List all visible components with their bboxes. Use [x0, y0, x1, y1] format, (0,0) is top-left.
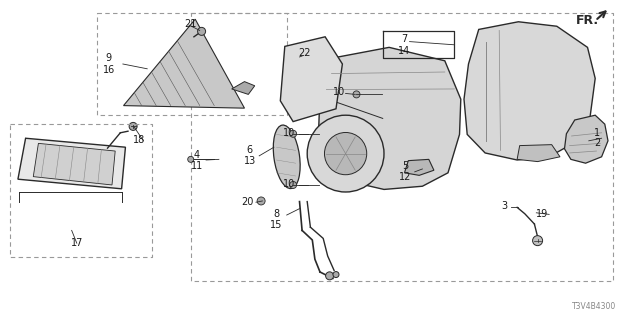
Circle shape [292, 52, 308, 68]
Polygon shape [280, 37, 342, 122]
Text: 7: 7 [401, 34, 408, 44]
Polygon shape [18, 138, 125, 189]
Circle shape [129, 123, 137, 131]
Text: 10: 10 [283, 128, 296, 138]
Circle shape [295, 56, 304, 65]
Text: 2: 2 [594, 138, 600, 148]
Text: 9: 9 [106, 53, 112, 63]
Circle shape [257, 197, 265, 205]
Polygon shape [319, 47, 461, 189]
Text: 4: 4 [194, 150, 200, 160]
Circle shape [198, 28, 205, 36]
Polygon shape [124, 19, 244, 108]
Circle shape [353, 91, 360, 98]
Polygon shape [564, 115, 608, 163]
Circle shape [188, 156, 194, 162]
Text: 6: 6 [246, 145, 253, 156]
Text: 15: 15 [270, 220, 283, 230]
Polygon shape [404, 159, 434, 175]
Ellipse shape [273, 125, 300, 188]
Polygon shape [232, 82, 255, 94]
Text: 10: 10 [333, 87, 346, 97]
Text: 14: 14 [398, 45, 411, 56]
Text: 11: 11 [191, 161, 204, 171]
Circle shape [290, 130, 296, 137]
Circle shape [324, 132, 367, 175]
Text: 18: 18 [133, 135, 146, 145]
Text: 10: 10 [283, 179, 296, 189]
Text: FR.: FR. [576, 14, 599, 28]
Text: 3: 3 [501, 201, 508, 212]
Circle shape [326, 272, 333, 280]
Text: 8: 8 [273, 209, 280, 220]
Text: 13: 13 [243, 156, 256, 166]
Text: 21: 21 [184, 19, 197, 29]
Circle shape [290, 181, 296, 188]
Text: 5: 5 [402, 161, 408, 172]
Circle shape [333, 272, 339, 277]
Text: 12: 12 [399, 172, 412, 182]
Text: 1: 1 [594, 128, 600, 138]
Text: T3V4B4300: T3V4B4300 [572, 302, 616, 311]
Polygon shape [33, 143, 115, 185]
Text: 20: 20 [241, 196, 254, 207]
Circle shape [532, 236, 543, 246]
Text: 17: 17 [70, 238, 83, 248]
Text: 22: 22 [298, 48, 310, 58]
Polygon shape [464, 22, 595, 160]
Text: 16: 16 [102, 65, 115, 75]
Circle shape [307, 115, 384, 192]
Polygon shape [517, 145, 560, 162]
Text: 19: 19 [536, 209, 548, 219]
